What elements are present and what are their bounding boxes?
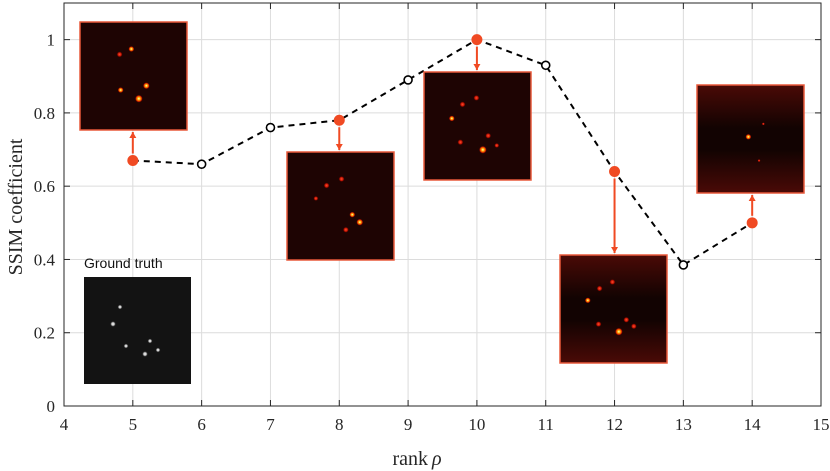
x-tick-label: 8 xyxy=(335,415,344,434)
inset-spot xyxy=(356,218,364,226)
y-tick-label: 0.4 xyxy=(34,250,56,269)
plot-frame xyxy=(63,2,822,407)
x-tick-label: 9 xyxy=(404,415,413,434)
inset-spot xyxy=(473,94,480,101)
inset-spot xyxy=(614,327,623,336)
x-tick-label: 10 xyxy=(468,415,485,434)
inset-spot xyxy=(584,297,591,304)
reconstruction-inset xyxy=(79,21,188,131)
y-tick-label: 0.8 xyxy=(34,104,55,123)
x-tick-label: 11 xyxy=(538,415,554,434)
y-tick-label: 0.6 xyxy=(34,177,55,196)
x-tick-label: 6 xyxy=(197,415,206,434)
gt-spot xyxy=(147,338,153,344)
data-point xyxy=(196,159,207,169)
inset-spot xyxy=(457,139,464,146)
inset-arrow-head xyxy=(473,64,481,70)
inset-spot xyxy=(117,87,124,94)
inset-image xyxy=(423,71,532,181)
gt-spot xyxy=(117,304,123,310)
gt-spot xyxy=(123,343,129,349)
x-tick-label: 14 xyxy=(744,415,762,434)
inset-spot xyxy=(595,321,602,328)
gt-spot xyxy=(155,347,161,353)
x-tick-label: 15 xyxy=(813,415,830,434)
data-series-line xyxy=(132,38,753,267)
data-point xyxy=(403,75,413,85)
ground-truth-inset: Ground truth xyxy=(84,255,191,384)
inset-spot xyxy=(757,159,761,163)
inset-spot xyxy=(349,211,356,218)
inset-spot xyxy=(485,132,492,139)
reconstruction-inset xyxy=(423,71,532,181)
inset-arrow-head xyxy=(748,195,756,201)
inset-spot xyxy=(342,226,349,233)
x-tick-label: 12 xyxy=(606,415,623,434)
inset-arrow-head xyxy=(335,144,343,150)
x-axis: 4 5 6 7 8 9 10 11 12 13 14 15 xyxy=(60,3,830,434)
inset-image xyxy=(286,151,395,261)
reconstruction-inset xyxy=(696,84,805,194)
x-tick-label: 13 xyxy=(675,415,692,434)
inset-spot xyxy=(630,323,637,330)
inset-spot xyxy=(761,122,765,126)
data-point xyxy=(265,122,276,133)
x-axis-symbol: ρ xyxy=(431,448,442,470)
inset-image xyxy=(79,21,188,131)
inset-spot xyxy=(134,94,143,103)
reconstruction-insets xyxy=(79,21,805,364)
inset-spot xyxy=(596,285,603,292)
y-axis: 0 0.2 0.4 0.6 0.8 1 xyxy=(34,31,821,416)
data-point xyxy=(678,260,689,270)
inset-spot xyxy=(142,82,150,90)
y-tick-label: 0 xyxy=(47,397,56,416)
inset-spot xyxy=(448,115,455,122)
inset-spot xyxy=(478,145,487,154)
x-axis-title: rank xyxy=(392,448,428,470)
data-point-highlighted xyxy=(471,34,483,46)
data-markers xyxy=(127,34,758,270)
data-point-highlighted xyxy=(127,155,139,167)
data-point-highlighted xyxy=(609,166,621,178)
inset-spot xyxy=(745,133,752,140)
ssim-line xyxy=(132,38,753,267)
inset-spot xyxy=(338,176,345,182)
gt-spot xyxy=(110,321,116,327)
inset-spot xyxy=(313,195,319,201)
y-axis-title: SSIM coefficient xyxy=(5,138,27,275)
x-tick-label: 5 xyxy=(129,415,138,434)
x-tick-label: 7 xyxy=(266,415,275,434)
inset-arrow-head xyxy=(611,247,619,253)
data-point-highlighted xyxy=(746,217,758,229)
inset-spot xyxy=(459,101,466,108)
inset-spot xyxy=(323,182,330,189)
data-point xyxy=(540,60,551,71)
inset-image xyxy=(696,84,805,194)
y-tick-label: 0.2 xyxy=(34,324,55,343)
inset-spot xyxy=(609,279,616,285)
inset-spot xyxy=(116,51,123,58)
inset-spot xyxy=(128,46,135,52)
y-tick-label: 1 xyxy=(47,31,56,50)
reconstruction-inset xyxy=(559,254,668,364)
gt-spot xyxy=(142,351,148,357)
data-point-highlighted xyxy=(333,114,345,126)
ground-truth-label: Ground truth xyxy=(84,255,163,271)
inset-arrow-head xyxy=(129,132,137,138)
inset-spot xyxy=(494,142,500,148)
inset-image xyxy=(559,254,668,364)
inset-spot xyxy=(623,316,630,323)
x-tick-label: 4 xyxy=(60,415,69,434)
reconstruction-inset xyxy=(286,151,395,261)
ground-truth-image xyxy=(84,277,191,384)
inset-arrows xyxy=(129,46,756,253)
